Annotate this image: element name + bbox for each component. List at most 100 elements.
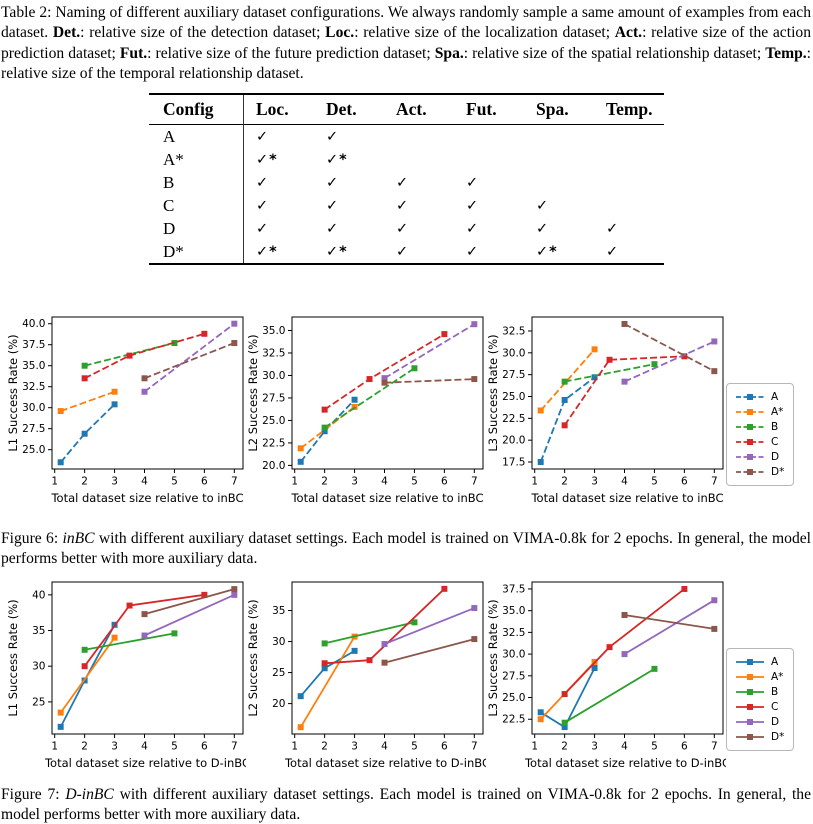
caption-segment: Det. <box>52 24 81 42</box>
data-point <box>471 604 478 611</box>
table-row: D* ✓* ✓* ✓ ✓ ✓* ✓ <box>149 240 664 265</box>
data-point <box>57 459 64 466</box>
table-row: C ✓ ✓ ✓ ✓ ✓ <box>149 194 664 218</box>
config-label: A* <box>149 148 244 172</box>
y-tick-label: 32.5 <box>502 326 525 338</box>
legend-label: D <box>771 451 780 464</box>
table-header-row: Config Loc. Det. Act. Fut. Spa. Temp. <box>149 94 664 125</box>
data-point <box>441 331 448 338</box>
data-point <box>591 346 598 353</box>
config-label: C <box>149 194 244 218</box>
legend-label: D* <box>771 730 785 743</box>
x-tick-label: 1 <box>531 740 538 752</box>
data-point <box>471 376 478 383</box>
x-tick-label: 7 <box>471 740 478 752</box>
legend-label: A* <box>771 670 784 683</box>
data-point <box>57 709 64 716</box>
checkmark-cell: ✓* <box>326 243 348 260</box>
caption-segment: Figure 6: <box>1 530 63 548</box>
checkmark-cell: ✓ <box>326 197 340 214</box>
legend-line-sample <box>736 454 764 461</box>
checkmark-cell: ✓ <box>606 220 620 237</box>
series-line-A <box>60 403 116 463</box>
series-line-C <box>563 355 685 426</box>
data-point <box>441 585 448 592</box>
caption-segment: Loc. <box>325 24 355 42</box>
series-line-A* <box>299 635 356 728</box>
legend-entry-A*: A* <box>735 406 784 418</box>
empty-cell <box>594 194 664 217</box>
checkmark-cell: ✓ <box>466 220 480 237</box>
config-table: Config Loc. Det. Act. Fut. Spa. Temp. A ✓ ✓ A* ✓* ✓*… <box>149 93 664 266</box>
y-tick-label: 30 <box>272 636 285 648</box>
series-line-A <box>300 649 356 697</box>
data-point <box>561 719 568 726</box>
x-tick-label: 2 <box>561 740 568 752</box>
caption-segment: Fut. <box>119 44 148 62</box>
y-tick-label: 27.5 <box>502 369 525 381</box>
data-point <box>606 643 613 650</box>
data-point <box>81 662 88 669</box>
legend-line-sample <box>736 673 764 680</box>
x-tick-label: 2 <box>561 476 568 488</box>
data-point <box>57 723 64 730</box>
series-line-C <box>84 332 205 380</box>
config-label: D* <box>149 240 244 265</box>
data-point <box>681 353 688 360</box>
data-point <box>321 424 328 431</box>
legend-line-sample <box>736 718 764 725</box>
data-point <box>321 406 328 413</box>
data-point <box>711 368 718 375</box>
caption-segment: : relative size of the future prediction… <box>147 44 435 62</box>
series-line-D <box>143 323 235 393</box>
data-point <box>681 585 688 592</box>
config-table-wrap: Config Loc. Det. Act. Fut. Spa. Temp. A ✓ ✓ A* ✓* ✓*… <box>0 93 813 266</box>
x-tick-label: 5 <box>411 740 418 752</box>
caption-segment: with different auxiliary dataset setting… <box>1 530 812 568</box>
data-point <box>537 715 544 722</box>
data-point <box>126 602 133 609</box>
checkmark-cell: ✓ <box>536 197 550 214</box>
y-tick-label: 35.0 <box>22 360 45 372</box>
chart-legend: A A* B C D D* <box>726 647 795 751</box>
x-tick-label: 7 <box>471 476 478 488</box>
empty-cell <box>594 125 664 149</box>
y-axis-label: L1 Success Rate (%) <box>6 334 20 451</box>
checkmark-cell: ✓ <box>396 243 410 260</box>
data-point <box>471 321 478 328</box>
figure7-charts: 25 30 35 40 1 2 3 4 5 6 7 Total dataset size relati… <box>0 576 813 772</box>
table-row: D ✓ ✓ ✓ ✓ ✓ ✓ <box>149 217 664 241</box>
x-tick-label: 5 <box>171 740 178 752</box>
series-line-D <box>624 599 715 655</box>
data-point <box>411 365 418 372</box>
legend-line-sample <box>736 394 764 401</box>
data-point <box>297 723 304 730</box>
y-tick-label: 30.0 <box>502 648 525 660</box>
checkmark-cell: ✓ <box>326 220 340 237</box>
checkmark-cell: ✓ <box>466 243 480 260</box>
legend-entry-D: D <box>735 716 784 728</box>
x-tick-label: 1 <box>291 740 298 752</box>
checkmark-cell: ✓ <box>326 174 340 191</box>
caption-segment: inBC <box>62 530 95 548</box>
legend-line-sample <box>736 469 764 476</box>
y-tick-label: 22.5 <box>262 437 285 449</box>
data-point <box>171 629 178 636</box>
y-tick-label: 30.0 <box>502 347 525 359</box>
x-tick-label: 5 <box>171 476 178 488</box>
x-tick-label: 3 <box>591 476 598 488</box>
caption-segment: with different auxiliary dataset setting… <box>1 785 812 823</box>
figure7-caption: Figure 7: D-inBC with different auxiliar… <box>1 785 811 824</box>
x-tick-label: 7 <box>711 476 718 488</box>
series-line-D* <box>384 378 475 384</box>
checkmark-cell: ✓ <box>256 220 270 237</box>
series-line-D <box>384 323 475 380</box>
series-line-A <box>540 667 596 728</box>
fig6-l1-chart: 25.0 27.5 30.0 32.5 35.0 37.5 40.0 1 2 3 4 5 6 7 Total… <box>6 316 244 505</box>
caption-segment: : relative size of the localization data… <box>354 24 615 42</box>
data-point <box>711 338 718 345</box>
checkmark-cell: ✓* <box>536 243 558 260</box>
data-point <box>471 635 478 642</box>
legend-line-sample <box>736 688 764 695</box>
